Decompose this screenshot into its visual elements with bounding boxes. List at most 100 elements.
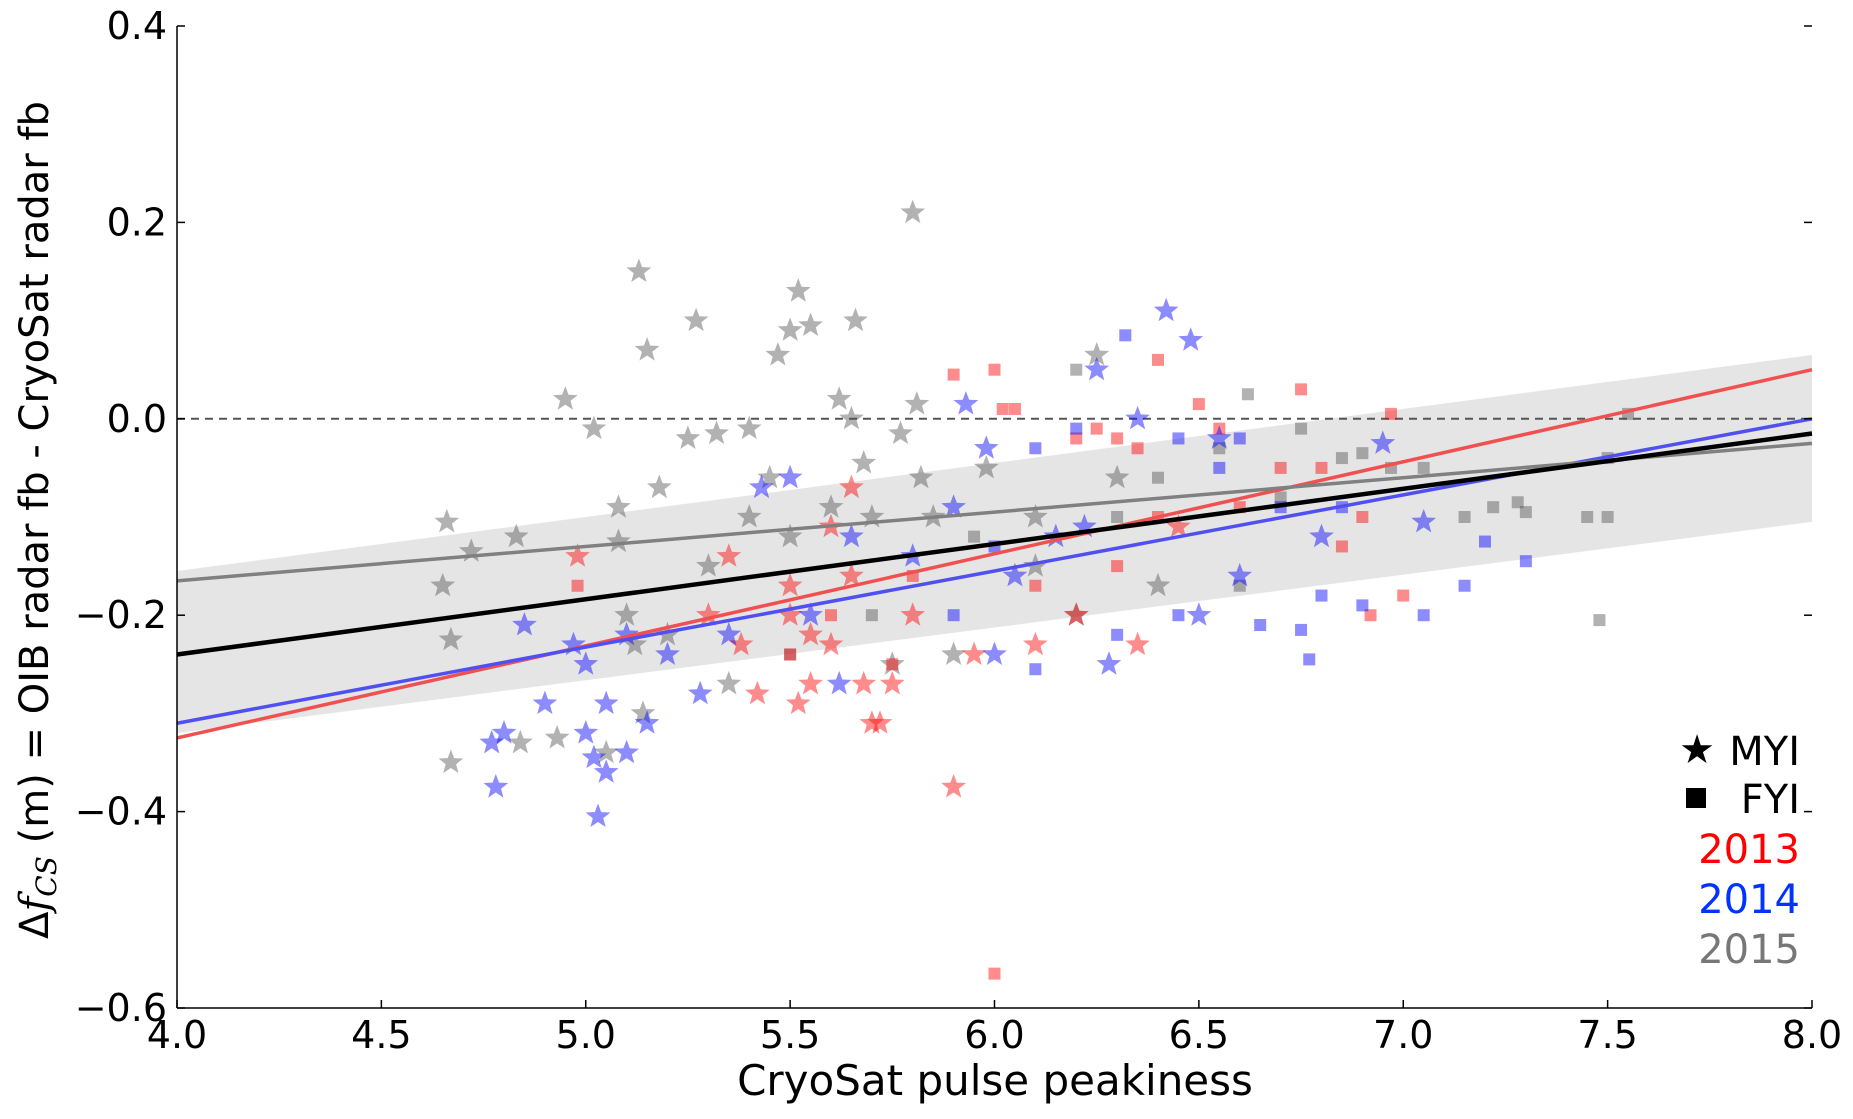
point-2015-myi xyxy=(503,523,529,548)
y-tick-label: −0.4 xyxy=(75,790,167,834)
point-2013-fyi xyxy=(784,648,797,661)
point-2015-fyi xyxy=(1152,471,1164,484)
point-2015-myi xyxy=(900,199,926,224)
point-2014-fyi xyxy=(1356,599,1369,612)
point-2013-myi xyxy=(839,474,864,499)
legend-star-icon: ★ xyxy=(1679,727,1715,773)
point-2013-fyi xyxy=(1070,432,1083,445)
point-2015-myi xyxy=(777,317,803,341)
point-2015-myi xyxy=(696,553,721,577)
y-tick-label: 0.4 xyxy=(107,4,167,48)
point-2014-myi xyxy=(798,602,823,626)
point-2014-myi xyxy=(491,720,517,744)
point-2013-fyi xyxy=(886,658,899,671)
point-2015-myi xyxy=(1023,504,1048,528)
point-2015-myi xyxy=(544,725,570,749)
point-2015-fyi xyxy=(1070,363,1083,376)
point-2013-fyi xyxy=(1090,422,1103,435)
point-2013-fyi xyxy=(1397,589,1410,602)
point-2015-myi xyxy=(879,651,905,675)
point-2015-myi xyxy=(818,494,844,518)
point-2015-myi xyxy=(843,307,868,332)
point-2014-myi xyxy=(687,680,713,705)
point-2014-myi xyxy=(1206,425,1232,449)
point-2014-myi xyxy=(614,739,639,764)
point-2015-fyi xyxy=(1593,614,1606,627)
point-2013-myi xyxy=(1125,631,1150,656)
point-2013-fyi xyxy=(1274,461,1287,474)
fit-line-2015 xyxy=(176,441,1813,583)
point-2014-myi xyxy=(581,744,607,769)
point-2015-myi xyxy=(908,464,934,489)
point-2013-myi xyxy=(839,562,864,587)
legend-year-2015: 2015 xyxy=(1698,927,1800,973)
point-2014-fyi xyxy=(1303,653,1316,666)
point-2015-fyi xyxy=(1274,491,1287,504)
point-2013-myi xyxy=(696,602,721,626)
point-2015-myi xyxy=(716,670,742,695)
point-2015-myi xyxy=(798,312,823,336)
point-2013-myi xyxy=(1063,602,1089,626)
point-2014-myi xyxy=(1096,651,1122,675)
point-2013-myi xyxy=(565,543,590,567)
y-tick-label: −0.2 xyxy=(75,593,167,637)
x-tick-label: 8.0 xyxy=(1782,1013,1842,1057)
point-2014-fyi xyxy=(1417,609,1430,622)
point-2015-fyi xyxy=(1213,442,1226,455)
point-2014-myi xyxy=(941,494,966,518)
point-2013-myi xyxy=(728,631,754,656)
point-2013-myi xyxy=(798,670,823,695)
point-2013-myi xyxy=(1166,513,1191,538)
point-2014-myi xyxy=(532,690,558,715)
point-2015-myi xyxy=(614,602,639,626)
point-2013-fyi xyxy=(1295,383,1308,396)
point-2015-fyi xyxy=(1519,506,1532,519)
point-2015-fyi xyxy=(1417,461,1430,474)
point-2015-myi xyxy=(736,415,762,440)
point-2015-fyi xyxy=(1356,447,1369,460)
point-2015-myi xyxy=(647,474,672,499)
y-axis-label: ΔfCS (m) = OIB radar fb - CryoSat radar … xyxy=(12,101,63,939)
legend-square-icon xyxy=(1686,788,1706,808)
point-2015-myi xyxy=(859,504,885,528)
point-2015-myi xyxy=(622,631,648,656)
point-2013-fyi xyxy=(1192,398,1205,411)
point-2013-myi xyxy=(777,572,803,597)
point-2015-myi xyxy=(626,258,652,282)
point-2015-myi xyxy=(839,405,864,430)
point-2015-myi xyxy=(438,749,464,773)
point-2014-myi xyxy=(953,391,979,415)
point-2013-fyi xyxy=(1152,353,1164,366)
point-2014-myi xyxy=(1411,508,1437,533)
point-2015-fyi xyxy=(784,648,797,661)
point-2013-fyi xyxy=(1029,579,1042,592)
point-2015-fyi xyxy=(1601,511,1614,523)
point-2015-myi xyxy=(430,572,456,597)
point-2013-fyi xyxy=(1335,540,1348,553)
point-2015-myi xyxy=(974,454,999,479)
point-2015-myi xyxy=(606,528,631,553)
point-2013-fyi xyxy=(1384,407,1397,420)
point-2013-fyi xyxy=(947,368,960,381)
point-2015-fyi xyxy=(1233,579,1246,592)
point-2013-myi xyxy=(1023,631,1048,656)
x-tick-label: 5.0 xyxy=(556,1013,616,1057)
point-2014-myi xyxy=(593,759,619,783)
point-2014-fyi xyxy=(1458,579,1471,592)
point-2013-myi xyxy=(859,710,885,734)
x-axis-label: CryoSat pulse peakiness xyxy=(737,1056,1253,1105)
point-2014-myi xyxy=(614,621,639,646)
point-2013-myi xyxy=(798,621,823,646)
point-2013-fyi xyxy=(1131,442,1144,455)
point-2015-myi xyxy=(777,523,803,548)
x-tick-label: 7.5 xyxy=(1577,1013,1637,1057)
point-2013-fyi xyxy=(1111,560,1124,573)
legend-label-fyi: FYI xyxy=(1741,777,1800,823)
point-2015-myi xyxy=(593,739,619,764)
point-2013-fyi xyxy=(1315,461,1328,474)
point-2014-fyi xyxy=(1479,535,1491,548)
point-2015-myi xyxy=(683,307,709,332)
point-2014-fyi xyxy=(1172,432,1185,445)
legend: ★ MYI FYI 2013 2014 2015 xyxy=(1679,727,1800,973)
